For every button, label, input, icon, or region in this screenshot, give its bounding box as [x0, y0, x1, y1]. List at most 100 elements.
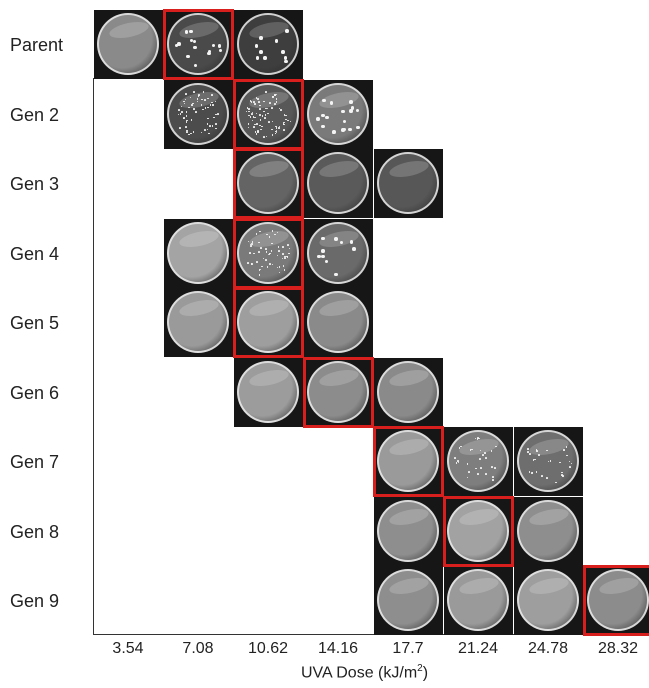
dose-tick-label-6: 24.78	[527, 640, 569, 657]
colony-dot	[282, 253, 284, 255]
colony-dot	[181, 111, 183, 113]
colony-dot	[265, 259, 267, 261]
colony-dot	[177, 113, 180, 116]
colony-dot	[211, 125, 214, 127]
colony-dot	[282, 129, 285, 131]
colony-dot	[253, 252, 255, 255]
colony-dot	[249, 115, 252, 118]
row-label-3: Gen 4	[10, 243, 60, 264]
colony-dot	[349, 100, 353, 104]
colony-dot	[329, 101, 334, 105]
selected-plate-image	[232, 78, 304, 150]
plate-image	[373, 149, 443, 218]
colony-dot	[193, 108, 195, 110]
colony-dot	[201, 98, 203, 101]
colony-dot	[255, 56, 260, 60]
colony-dot	[255, 97, 258, 99]
colony-dot	[271, 120, 274, 123]
colony-dot	[259, 268, 262, 271]
colony-dot	[266, 266, 269, 268]
dish-glare	[527, 505, 570, 528]
colony-dot	[455, 462, 458, 465]
plate-image	[303, 149, 373, 218]
colony-dot	[284, 59, 288, 64]
colony-dot	[180, 105, 183, 108]
colony-dot	[202, 108, 204, 111]
plate-image	[233, 10, 303, 79]
colony-dot	[185, 114, 188, 117]
dish-glare	[317, 157, 360, 181]
colony-dot	[251, 113, 253, 115]
colony-dot	[285, 118, 287, 121]
colony-dot	[341, 109, 345, 114]
dish-glare	[387, 366, 430, 389]
colony-dot	[538, 454, 541, 456]
colony-dot	[247, 123, 250, 125]
colony-dot	[546, 449, 548, 452]
colony-dot	[275, 127, 278, 129]
colony-dot	[248, 110, 250, 113]
colony-dot	[213, 116, 215, 119]
colony-dot	[197, 95, 200, 97]
colony-dot	[275, 101, 278, 103]
plate-image	[303, 79, 373, 149]
colony-dot	[214, 100, 217, 103]
petri-dish	[306, 221, 369, 284]
colony-dot	[275, 125, 277, 128]
colony-dot	[247, 262, 249, 264]
plate-image	[513, 496, 583, 566]
colony-dot	[355, 108, 360, 113]
colony-dot	[184, 98, 187, 101]
colony-dot	[208, 125, 211, 127]
plate-image	[233, 357, 303, 427]
colony-dot	[247, 126, 250, 129]
colony-dot	[179, 113, 182, 116]
petri-dish	[516, 499, 579, 562]
colony-dot	[269, 252, 271, 255]
colony-dot	[278, 271, 281, 274]
colony-dot	[251, 243, 253, 245]
colony-dot	[484, 451, 486, 454]
colony-dot	[189, 29, 193, 34]
colony-dot	[321, 254, 325, 259]
colony-dot	[349, 240, 354, 244]
colony-dot	[251, 119, 254, 122]
colony-dot	[274, 39, 279, 43]
dose-tick-label-3: 14.16	[317, 640, 359, 657]
dish-glare	[387, 435, 430, 459]
colony-dot	[177, 108, 180, 111]
row-label-8: Gen 9	[10, 591, 60, 611]
colony-dot	[356, 125, 360, 130]
selected-plate-image	[232, 287, 304, 358]
colony-dot	[206, 122, 209, 125]
petri-dish	[376, 569, 439, 631]
colony-dot	[287, 244, 289, 246]
colony-dot	[196, 98, 199, 101]
colony-dot	[321, 124, 325, 129]
colony-dot	[189, 38, 194, 43]
colony-dot	[264, 117, 266, 119]
dose-tick-label-7: 28.32	[597, 640, 639, 657]
colony-dot	[457, 460, 459, 462]
colony-dot	[349, 109, 353, 113]
x-axis-title-end: )	[422, 664, 429, 682]
petri-dish	[236, 82, 299, 145]
colony-dot	[259, 113, 261, 116]
dish-glare	[527, 574, 570, 598]
petri-dish	[166, 82, 229, 145]
colony-dot	[563, 448, 565, 451]
colony-dot	[565, 446, 568, 448]
colony-dot	[209, 104, 212, 106]
petri-dish	[446, 569, 509, 631]
colony-dot	[278, 107, 281, 110]
colony-dot	[287, 119, 289, 122]
colony-dot	[195, 111, 197, 113]
colony-dot	[207, 117, 209, 120]
colony-dot	[258, 269, 261, 272]
colony-dot	[265, 135, 268, 138]
colony-dot	[192, 102, 194, 105]
colony-dot	[278, 250, 280, 252]
colony-dot	[460, 445, 462, 448]
colony-dot	[485, 473, 487, 476]
colony-dot	[207, 106, 209, 109]
